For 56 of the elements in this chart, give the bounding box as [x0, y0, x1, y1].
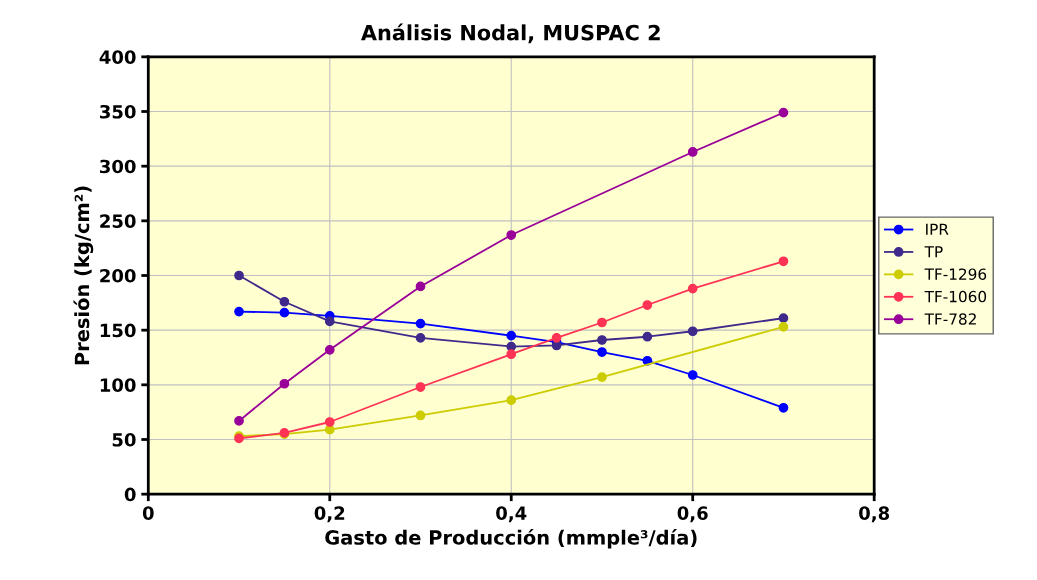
- point: [642, 300, 653, 310]
- x-tick-label: 0,4: [496, 506, 527, 523]
- legend-label: TP: [924, 246, 943, 258]
- y-tick-label: 250: [100, 214, 136, 228]
- y-tick-label: 100: [100, 378, 136, 392]
- x-tick-label: 0,8: [859, 506, 890, 523]
- point: [687, 283, 698, 294]
- point: [234, 416, 244, 426]
- point: [778, 322, 789, 332]
- point: [279, 378, 290, 389]
- point: [687, 147, 698, 157]
- point: [234, 306, 244, 317]
- y-tick-label: 300: [100, 159, 136, 174]
- point: [415, 318, 426, 329]
- legend-label: TF-1060: [924, 290, 987, 303]
- x-tick-label: 0,6: [677, 506, 708, 523]
- legend-label: IPR: [926, 223, 949, 235]
- point: [324, 316, 335, 327]
- point: [597, 347, 607, 357]
- point: [778, 256, 789, 267]
- chart-title: Análisis Nodal, MUSPAC 2: [360, 23, 660, 44]
- point: [687, 370, 698, 380]
- point: [597, 317, 607, 328]
- point: [778, 107, 789, 118]
- y-axis-title: Presión (kg/cm²): [73, 186, 94, 365]
- y-tick-label: 350: [100, 104, 136, 119]
- y-tick-label: 400: [99, 50, 136, 64]
- point: [506, 330, 517, 341]
- y-tick-label: 200: [100, 268, 136, 283]
- point: [597, 372, 607, 383]
- point: [778, 313, 789, 324]
- point: [279, 307, 290, 318]
- point: [687, 326, 698, 337]
- point: [324, 417, 335, 427]
- point: [279, 296, 290, 307]
- legend-label: TF-1296: [924, 268, 987, 280]
- point: [415, 332, 426, 343]
- y-tick-label: 50: [112, 432, 136, 447]
- point: [506, 230, 517, 240]
- x-axis-title: Gasto de Producción (mmple³/día): [325, 529, 697, 549]
- point: [234, 270, 244, 281]
- legend-label: TF-782: [924, 313, 976, 325]
- point: [415, 281, 426, 292]
- point: [551, 332, 562, 343]
- point: [415, 382, 426, 392]
- y-tick-label: 150: [100, 323, 136, 338]
- point: [324, 344, 335, 355]
- x-tick-label: 0,2: [314, 506, 345, 523]
- x-tick-label: 0: [142, 506, 154, 520]
- point: [506, 349, 517, 360]
- point: [415, 410, 426, 421]
- point: [642, 331, 653, 342]
- point: [778, 402, 789, 413]
- point: [597, 335, 607, 345]
- point: [506, 395, 517, 405]
- y-tick-label: 0: [124, 487, 136, 502]
